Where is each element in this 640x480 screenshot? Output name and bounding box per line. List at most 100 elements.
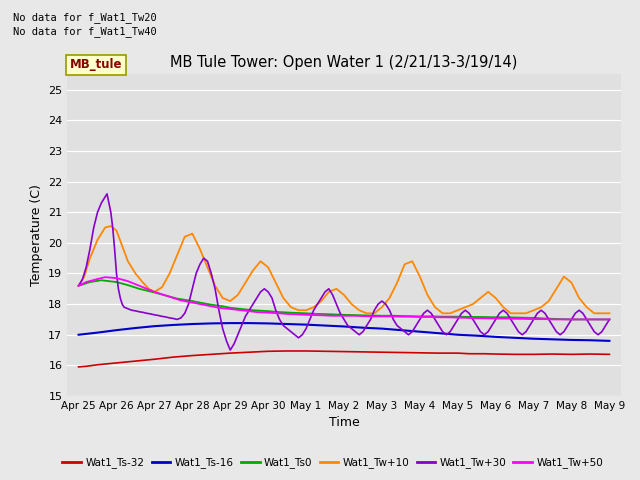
Wat1_Ts0 xyxy=(363,312,371,318)
Wat1_Ts0 xyxy=(492,314,499,320)
Wat1_Ts-16 xyxy=(416,329,424,335)
Wat1_Tw+50 xyxy=(93,276,101,282)
Wat1_Tw+30 xyxy=(227,347,234,353)
Wat1_Tw+10 xyxy=(340,292,348,298)
Wat1_Tw+50 xyxy=(113,275,120,281)
Wat1_Tw+50 xyxy=(101,274,109,280)
Wat1_Tw+30 xyxy=(124,306,132,312)
Wat1_Ts-32 xyxy=(587,351,595,357)
Wat1_Ts-32 xyxy=(435,350,443,356)
Text: No data for f_Wat1_Tw20: No data for f_Wat1_Tw20 xyxy=(13,12,157,23)
Wat1_Ts-32 xyxy=(75,364,83,370)
Wat1_Ts-32 xyxy=(416,350,424,356)
Wat1_Ts0 xyxy=(302,311,310,316)
Wat1_Ts-32 xyxy=(83,363,90,369)
Y-axis label: Temperature (C): Temperature (C) xyxy=(29,184,42,286)
Wat1_Ts0 xyxy=(548,316,556,322)
Wat1_Tw+10 xyxy=(249,267,257,273)
Wat1_Ts0 xyxy=(477,314,484,320)
Wat1_Ts0 xyxy=(227,305,234,311)
Wat1_Ts0 xyxy=(75,283,83,288)
Wat1_Ts-32 xyxy=(170,354,177,360)
Wat1_Tw+50 xyxy=(314,312,321,318)
Wat1_Ts0 xyxy=(113,279,120,285)
Wat1_Tw+10 xyxy=(189,231,196,237)
Wat1_Ts0 xyxy=(351,312,359,318)
Line: Wat1_Ts0: Wat1_Ts0 xyxy=(79,280,609,319)
Wat1_Ts0 xyxy=(465,314,473,320)
Wat1_Tw+50 xyxy=(75,283,83,288)
Wat1_Ts-16 xyxy=(93,330,101,336)
Wat1_Ts-16 xyxy=(568,337,575,343)
Wat1_Ts-16 xyxy=(264,321,272,326)
Wat1_Ts-16 xyxy=(113,327,120,333)
Wat1_Ts0 xyxy=(150,289,158,295)
Wat1_Ts-32 xyxy=(605,351,613,357)
Wat1_Ts0 xyxy=(530,315,538,321)
Wat1_Ts-32 xyxy=(359,349,367,355)
Wat1_Ts0 xyxy=(86,279,94,285)
Wat1_Ts0 xyxy=(276,309,284,315)
Wat1_Ts-16 xyxy=(435,330,443,336)
Wat1_Ts-16 xyxy=(587,337,595,343)
Wat1_Ts-32 xyxy=(302,348,310,354)
Wat1_Ts-32 xyxy=(481,351,488,357)
Wat1_Ts0 xyxy=(189,298,196,304)
Wat1_Ts-32 xyxy=(245,349,253,355)
Wat1_Ts-32 xyxy=(207,351,215,357)
Title: MB Tule Tower: Open Water 1 (2/21/13-3/19/14): MB Tule Tower: Open Water 1 (2/21/13-3/1… xyxy=(170,56,518,71)
Wat1_Ts0 xyxy=(515,315,522,321)
Wat1_Ts0 xyxy=(605,316,613,322)
Wat1_Ts0 xyxy=(503,314,511,320)
Wat1_Ts-16 xyxy=(530,336,538,342)
Wat1_Tw+50 xyxy=(605,316,613,322)
Wat1_Tw+10 xyxy=(545,298,552,304)
Wat1_Ts-16 xyxy=(454,332,461,337)
Text: MB_tule: MB_tule xyxy=(70,58,122,71)
Line: Wat1_Ts-16: Wat1_Ts-16 xyxy=(79,323,609,341)
Wat1_Ts-16 xyxy=(207,321,215,326)
Wat1_Tw+10 xyxy=(363,311,371,316)
Wat1_Ts-32 xyxy=(454,350,461,356)
Wat1_Ts0 xyxy=(97,277,105,283)
Wat1_Tw+10 xyxy=(75,283,83,288)
Wat1_Ts-16 xyxy=(378,326,386,332)
Wat1_Ts-16 xyxy=(511,335,518,341)
Wat1_Ts0 xyxy=(401,313,408,319)
Wat1_Ts0 xyxy=(264,308,272,314)
Wat1_Ts-32 xyxy=(568,351,575,357)
Wat1_Tw+50 xyxy=(442,314,450,320)
Wat1_Ts-16 xyxy=(150,324,158,329)
Wat1_Ts0 xyxy=(162,293,170,299)
Wat1_Ts-32 xyxy=(397,349,404,355)
Wat1_Ts0 xyxy=(378,313,386,319)
Wat1_Ts-16 xyxy=(170,322,177,328)
Text: No data for f_Wat1_Tw40: No data for f_Wat1_Tw40 xyxy=(13,26,157,37)
Wat1_Ts0 xyxy=(249,307,257,313)
Wat1_Ts-32 xyxy=(465,351,473,357)
Wat1_Ts0 xyxy=(314,311,321,317)
Wat1_Ts-16 xyxy=(340,324,348,329)
Wat1_Ts0 xyxy=(428,313,435,319)
Wat1_Ts0 xyxy=(416,313,424,319)
Line: Wat1_Tw+10: Wat1_Tw+10 xyxy=(79,226,609,313)
Wat1_Ts-32 xyxy=(227,350,234,356)
Wat1_Ts0 xyxy=(587,316,595,322)
Wat1_Tw+50 xyxy=(454,315,461,321)
Wat1_Tw+30 xyxy=(103,191,111,197)
Wat1_Ts-16 xyxy=(492,334,499,340)
X-axis label: Time: Time xyxy=(328,417,360,430)
Wat1_Tw+30 xyxy=(340,316,348,322)
Wat1_Ts0 xyxy=(196,300,204,305)
Line: Wat1_Tw+30: Wat1_Tw+30 xyxy=(79,194,609,350)
Wat1_Ts-16 xyxy=(321,323,329,328)
Wat1_Ts0 xyxy=(219,303,227,309)
Wat1_Ts0 xyxy=(238,306,246,312)
Wat1_Ts-32 xyxy=(492,351,499,357)
Wat1_Ts0 xyxy=(124,282,132,288)
Line: Wat1_Ts-32: Wat1_Ts-32 xyxy=(79,351,609,367)
Wat1_Ts-32 xyxy=(93,362,101,368)
Wat1_Tw+30 xyxy=(196,262,204,267)
Wat1_Ts0 xyxy=(390,313,397,319)
Wat1_Ts-16 xyxy=(473,333,481,338)
